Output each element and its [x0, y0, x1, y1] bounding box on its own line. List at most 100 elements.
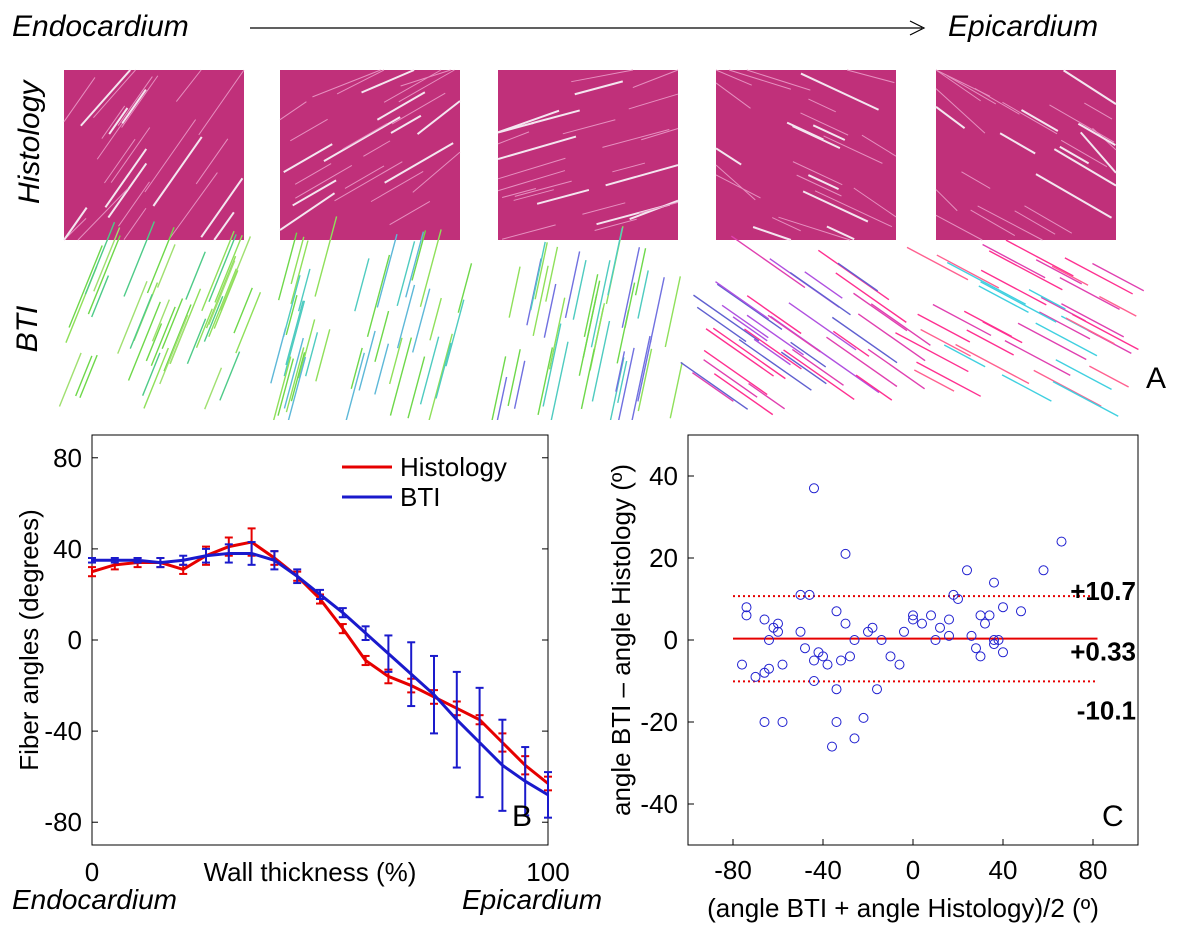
histology-fiber [715, 147, 742, 166]
bti-fiber [270, 327, 287, 384]
histology-fiber [290, 118, 328, 142]
bti-fiber [1055, 359, 1112, 391]
bti-fiber [617, 360, 628, 403]
histology-fiber [715, 164, 756, 201]
bti-fiber [396, 241, 416, 307]
bti-fiber [185, 251, 206, 300]
bti-fiber [396, 284, 416, 349]
bti-fiber [1072, 313, 1139, 351]
histology-fiber [383, 69, 442, 103]
bti-fiber [169, 322, 188, 365]
scatter-point [809, 483, 819, 494]
bti-fiber [283, 300, 306, 377]
bottom-epicardium-label: Epicardium [462, 884, 603, 915]
bti-fiber [141, 352, 161, 396]
histology-fiber [104, 148, 148, 208]
bti-fiber [537, 347, 554, 416]
bti-fiber [145, 323, 163, 362]
histology-fiber [389, 201, 431, 226]
histology-fiber [641, 127, 679, 141]
histology-fiber [416, 100, 461, 135]
scatter-point [966, 630, 977, 641]
scatter-point [962, 565, 972, 576]
histology-fiber [80, 69, 132, 127]
bti-fiber [980, 269, 1047, 306]
histology-fiber [935, 214, 983, 241]
bti-fiber [419, 336, 440, 405]
bti-fiber [277, 358, 295, 416]
scatter-point [984, 610, 995, 621]
bti-fiber [607, 227, 623, 296]
bti-fiber [550, 341, 569, 420]
bti-fiber [1064, 257, 1133, 295]
histology-fiber [497, 135, 577, 161]
scatter-point [741, 602, 752, 613]
histology-fiber [363, 140, 391, 157]
panel-b-letter: B [512, 800, 533, 833]
histology-fiber [1053, 148, 1117, 187]
scatter-point [777, 717, 788, 727]
bti-image-2 [270, 216, 473, 420]
histology-fiber [752, 226, 792, 241]
scatter-point [908, 614, 918, 625]
bti-fiber [123, 221, 155, 297]
histology-fiber [1002, 101, 1058, 135]
histology-fiber [312, 69, 381, 98]
histology-fiber [715, 174, 761, 199]
histology-bg [64, 70, 244, 240]
bti-fiber [435, 342, 452, 399]
bti-fiber [1035, 259, 1083, 285]
histology-image-3 [497, 69, 679, 240]
bti-fiber [407, 356, 426, 419]
bti-fiber [791, 348, 844, 386]
scatter-point [773, 618, 783, 629]
scatter-point [809, 676, 819, 686]
bti-fiber [283, 337, 304, 409]
histology-fiber [336, 69, 385, 95]
histology-fiber [970, 209, 1016, 236]
bti-fiber [208, 234, 237, 302]
bti-fiber [428, 333, 453, 420]
scatter-point [759, 614, 770, 625]
histology-fiber [632, 69, 679, 89]
bti-fiber [637, 270, 649, 319]
scatter-point [858, 712, 869, 723]
histology-fiber [497, 131, 530, 145]
histology-fiber [63, 207, 88, 241]
bti-fiber [730, 235, 806, 289]
y-tick-label: 40 [53, 534, 82, 564]
bti-image-4 [680, 235, 931, 416]
bti-fiber [93, 227, 121, 292]
panel-c-letter: C [1102, 800, 1124, 833]
bti-fiber [1065, 317, 1115, 345]
bti-fiber [58, 352, 82, 407]
bti-fiber [513, 360, 526, 409]
panel-a-images [58, 69, 1145, 420]
bti-fiber [618, 347, 635, 420]
histology-fiber [947, 75, 997, 105]
scatter-point [741, 610, 752, 621]
scatter-point [764, 635, 774, 645]
reference-line-label: +10.7 [1070, 576, 1136, 606]
bti-fiber [201, 230, 235, 312]
bti-fiber [917, 313, 971, 343]
histology-fiber [746, 69, 811, 91]
histology-fiber [279, 101, 307, 121]
histology-fiber [400, 69, 451, 87]
histology-fiber [594, 218, 637, 231]
legend-label: Histology [400, 452, 507, 482]
bti-fiber [1059, 276, 1120, 310]
x-tick-label: 0 [85, 857, 99, 887]
bti-fiber [716, 283, 783, 331]
bti-fiber [703, 349, 768, 396]
x-tick-label: 80 [1079, 855, 1108, 885]
bti-fiber [508, 266, 521, 318]
histology-fiber [808, 98, 836, 113]
bti-fiber [746, 295, 802, 335]
bti-fiber [715, 281, 770, 320]
bti-fiber [146, 227, 175, 294]
histology-fiber [121, 88, 147, 124]
histology-fiber [384, 142, 454, 184]
bti-fiber [345, 352, 365, 420]
histology-fiber [935, 88, 986, 134]
